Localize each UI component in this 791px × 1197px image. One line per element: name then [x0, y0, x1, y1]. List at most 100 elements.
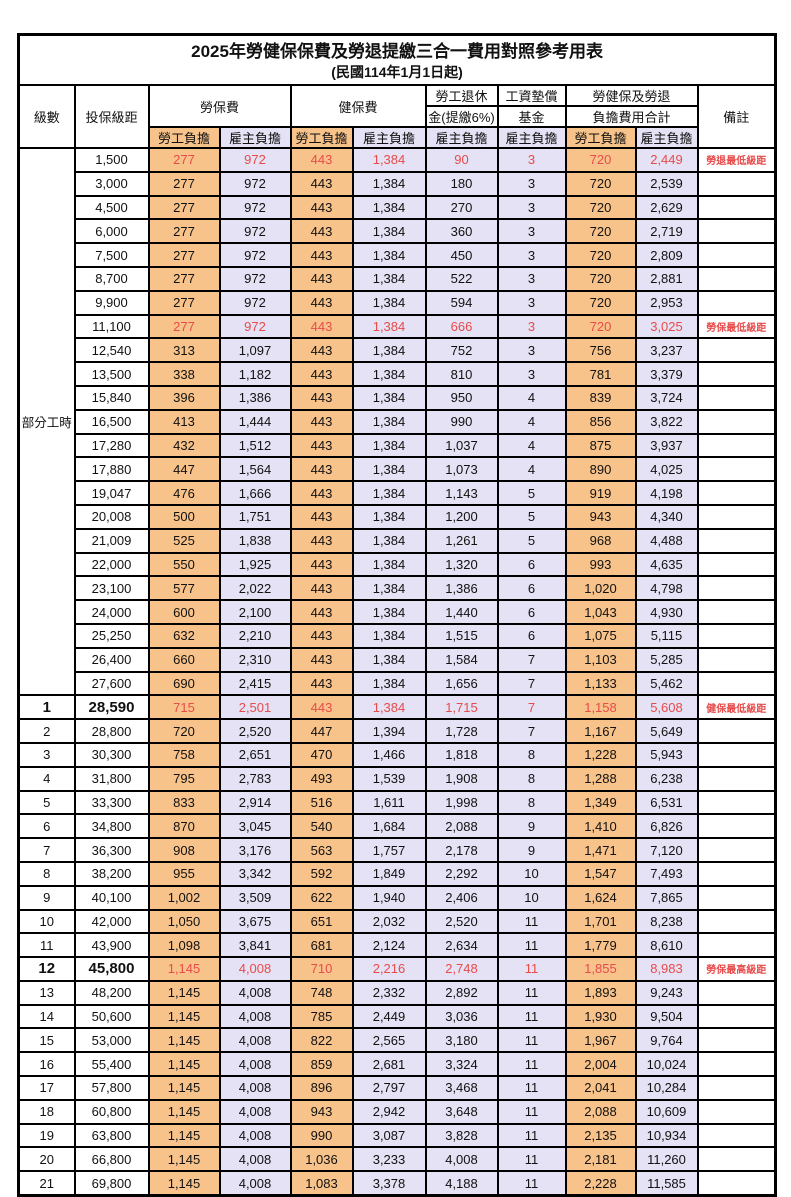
table-row: 20 66,800 1,145 4,008 1,036 3,233 4,008 11 2,181…: [17, 1146, 777, 1173]
remark-cell: [696, 837, 777, 863]
cell-labor-employer: 1,925: [218, 551, 292, 578]
cell-labor-employer: 2,501: [218, 694, 292, 721]
cell-total-employer: 2,881: [634, 265, 699, 292]
cell-labor-employer: 1,386: [218, 384, 292, 411]
cell-labor-employer: 2,415: [218, 670, 292, 697]
subheader-total-employer: 雇主負擔: [634, 126, 699, 149]
cell-total-employee: 943: [564, 503, 637, 530]
cell-total-employee: 720: [564, 289, 637, 316]
table-row: 5 33,300 833 2,914 516 1,611 1,998 8 1,349 6,531: [17, 789, 777, 816]
cell-health-employee: 443: [289, 480, 354, 506]
cell-total-employer: 2,449: [634, 147, 699, 173]
cell-total-employee: 839: [564, 384, 637, 411]
cell-wage-fund-employer: 5: [496, 480, 567, 506]
cell-health-employee: 990: [289, 1122, 354, 1149]
cell-wage-fund-employer: 5: [496, 527, 567, 554]
header-row-2: 金(提繳6%) 基金 負擔費用合計: [19, 105, 776, 128]
col-header-remark: 備註: [696, 84, 777, 149]
remark-cell: [696, 456, 777, 483]
cell-wage-fund-employer: 11: [496, 1075, 567, 1101]
cell-labor-employee: 1,145: [147, 1051, 221, 1078]
cell-pension-employer: 810: [424, 361, 499, 387]
table-row: 2 28,800 720 2,520 447 1,394 1,728 7 1,167 5,649: [17, 718, 777, 744]
cell-total-employee: 919: [564, 480, 637, 506]
cell-labor-employer: 3,675: [218, 908, 292, 935]
cell-pension-employer: 3,036: [424, 1003, 499, 1030]
cell-health-employee: 443: [289, 361, 354, 387]
cell-labor-employer: 972: [218, 242, 292, 268]
subheader-labor-employer: 雇主負擔: [218, 126, 292, 149]
cell-health-employee: 443: [289, 432, 354, 459]
table-row: 1 28,590 715 2,501 443 1,384 1,715 7 1,158 5,608 健…: [17, 694, 777, 721]
cell-level: 8: [17, 860, 76, 887]
cell-total-employee: 968: [564, 527, 637, 554]
cell-wage-fund-employer: 3: [496, 147, 567, 173]
remark-cell: [696, 932, 777, 959]
cell-total-employer: 5,649: [634, 718, 699, 744]
cell-level: 21: [17, 1170, 76, 1197]
table-row: 部分工時 1,500 277 972 443 1,384 90 3 720 2,449 勞退最低級距: [17, 146, 777, 697]
table-row: 7,500 277 972 443 1,384 450 3 720 2,809: [19, 242, 777, 268]
part-time-level-cell: 部分工時: [17, 146, 76, 697]
cell-wage-fund-employer: 9: [496, 837, 567, 863]
cell-level: 7: [17, 837, 76, 863]
cell-total-employee: 720: [564, 265, 637, 292]
remark-cell: [696, 527, 777, 554]
cell-level: 16: [17, 1051, 76, 1078]
cell-labor-employee: 632: [147, 622, 221, 649]
cell-total-employee: 1,133: [564, 670, 637, 697]
cell-wage-fund-employer: 8: [496, 765, 567, 792]
cell-total-employer: 4,198: [634, 480, 699, 506]
table-row: 10 42,000 1,050 3,675 651 2,032 2,520 11 1,701 8,…: [17, 908, 777, 935]
cell-total-employee: 1,967: [564, 1027, 637, 1054]
cell-pension-employer: 1,908: [424, 765, 499, 792]
subheader-total-employee: 勞工負擔: [564, 126, 637, 149]
cell-health-employee: 896: [289, 1075, 354, 1101]
cell-health-employee: 710: [289, 956, 354, 982]
remark-cell: [696, 503, 777, 530]
remark-cell: [696, 646, 777, 673]
col-header-total-line1: 勞健保及勞退: [564, 84, 699, 107]
cell-wage-fund-employer: 11: [496, 1051, 567, 1078]
subheader-pension-employer: 雇主負擔: [424, 126, 499, 149]
cell-labor-employer: 972: [218, 289, 292, 316]
cell-labor-employee: 277: [147, 194, 221, 221]
cell-pension-employer: 2,178: [424, 837, 499, 863]
cell-labor-employee: 277: [147, 289, 221, 316]
cell-health-employer: 1,394: [351, 718, 427, 744]
remark-cell: [696, 908, 777, 935]
cell-total-employer: 3,237: [634, 337, 699, 364]
cell-health-employee: 681: [289, 932, 354, 959]
table-row: 3,000 277 972 443 1,384 180 3 720 2,539: [19, 170, 777, 197]
cell-health-employer: 1,384: [351, 670, 427, 697]
cell-health-employer: 2,565: [351, 1027, 427, 1054]
cell-bracket: 48,200: [73, 979, 150, 1006]
cell-wage-fund-employer: 11: [496, 1098, 567, 1125]
cell-pension-employer: 1,143: [424, 480, 499, 506]
col-header-level: 級數: [17, 84, 76, 149]
remark-cell: [696, 575, 777, 602]
cell-pension-employer: 1,320: [424, 551, 499, 578]
cell-bracket: 17,880: [73, 456, 150, 483]
cell-total-employee: 856: [564, 408, 637, 435]
cell-health-employer: 1,384: [351, 503, 427, 530]
table-row: 18 60,800 1,145 4,008 943 2,942 3,648 11 2,088 10…: [17, 1098, 777, 1125]
cell-health-employer: 3,378: [351, 1170, 427, 1197]
cell-pension-employer: 2,406: [424, 884, 499, 911]
cell-bracket: 30,300: [73, 741, 150, 768]
remark-cell: [696, 242, 777, 268]
remark-cell: [696, 194, 777, 221]
cell-labor-employee: 955: [147, 860, 221, 887]
remark-cell: 勞退最低級距: [696, 147, 777, 173]
cell-health-employee: 592: [289, 860, 354, 887]
cell-health-employee: 443: [289, 289, 354, 316]
cell-labor-employee: 870: [147, 813, 221, 840]
cell-total-employee: 781: [564, 361, 637, 387]
cell-health-employee: 943: [289, 1098, 354, 1125]
page: 2025年勞健保保費及勞退提繳三合一費用對照參考用表 (民國114年1月1日起)…: [17, 33, 778, 1197]
col-header-wage-fund-line2: 基金: [496, 105, 567, 128]
table-row: 26,400 660 2,310 443 1,384 1,584 7 1,103 5,285: [19, 646, 777, 673]
cell-pension-employer: 1,440: [424, 599, 499, 625]
cell-pension-employer: 1,200: [424, 503, 499, 530]
cell-health-employer: 1,384: [351, 408, 427, 435]
